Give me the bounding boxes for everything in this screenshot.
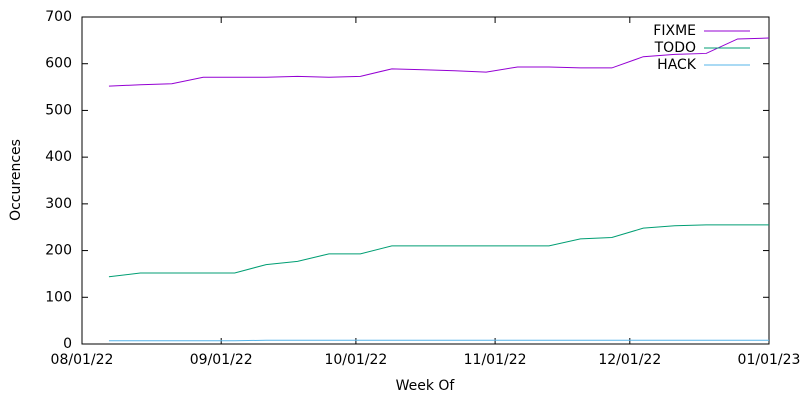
legend-label: HACK	[657, 57, 697, 73]
x-tick-label: 09/01/22	[190, 352, 253, 368]
y-tick-label: 100	[45, 289, 72, 305]
y-tick-label: 0	[63, 336, 72, 352]
legend-label: TODO	[654, 40, 696, 56]
y-tick-label: 700	[45, 9, 72, 25]
y-tick-label: 400	[45, 149, 72, 165]
legend-label: FIXME	[653, 23, 696, 39]
series-line	[108, 224, 769, 278]
y-tick-label: 500	[45, 102, 72, 118]
x-tick-label: 11/01/22	[464, 352, 527, 368]
y-tick-label: 200	[45, 243, 72, 259]
plot-border	[81, 16, 770, 345]
y-axis-label: Occurences	[8, 139, 24, 221]
y-tick-label: 300	[45, 196, 72, 212]
y-tick-label: 600	[45, 56, 72, 72]
x-tick-label: 10/01/22	[324, 352, 387, 368]
x-axis-label: Week Of	[396, 378, 456, 394]
series-line	[108, 37, 770, 87]
x-tick-label: 01/01/23	[738, 352, 800, 368]
x-tick-label: 12/01/22	[598, 352, 661, 368]
x-tick-label: 08/01/22	[51, 352, 114, 368]
